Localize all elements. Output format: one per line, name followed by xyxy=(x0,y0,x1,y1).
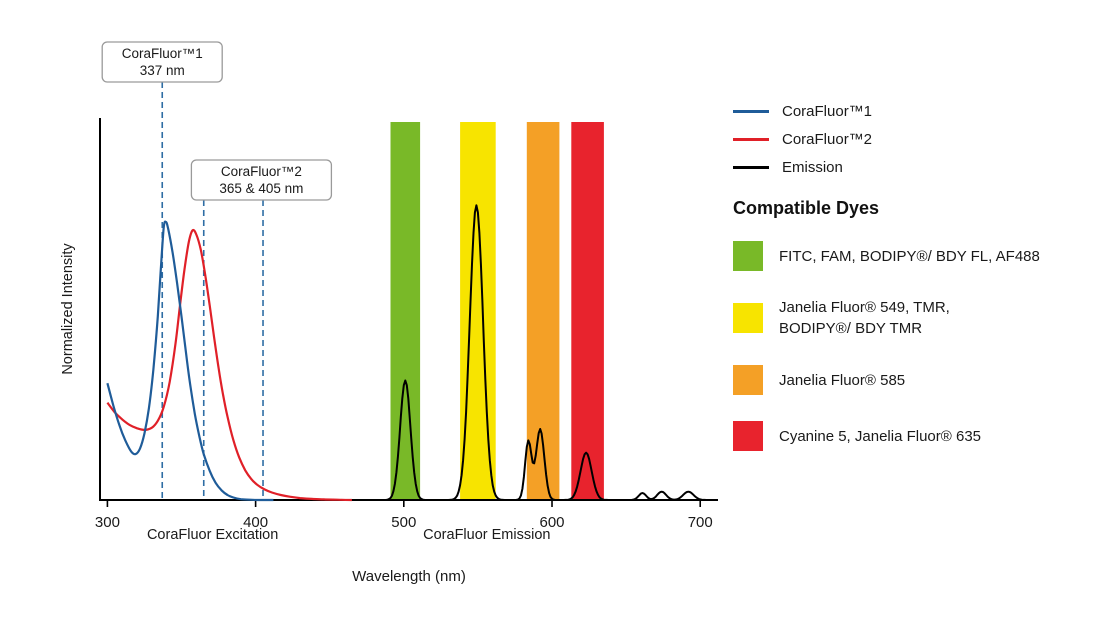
legend-item-corafluor1: CoraFluor™1 xyxy=(733,102,1110,120)
legend-line-red-icon xyxy=(733,137,769,141)
legend-label-corafluor2: CoraFluor™2 xyxy=(782,130,873,148)
detection-band-0 xyxy=(390,122,421,500)
legend-line-black-icon xyxy=(733,165,769,169)
dye-item-orange: Janelia Fluor® 585 xyxy=(733,365,1110,395)
dye-item-yellow: Janelia Fluor® 549, TMR, BODIPY®/ BDY TM… xyxy=(733,297,1110,339)
dye-item-green: FITC, FAM, BODIPY®/ BDY FL, AF488 xyxy=(733,241,1110,271)
callout-text: CoraFluor™2 xyxy=(221,164,302,179)
legend-item-corafluor2: CoraFluor™2 xyxy=(733,130,1110,148)
dye-label-line: Janelia Fluor® 549, TMR, xyxy=(779,299,950,316)
dye-item-red: Cyanine 5, Janelia Fluor® 635 xyxy=(733,421,1110,451)
dye-label-yellow: Janelia Fluor® 549, TMR, BODIPY®/ BDY TM… xyxy=(779,297,950,339)
compatible-dyes-title: Compatible Dyes xyxy=(733,198,880,218)
y-axis-label: Normalized Intensity xyxy=(60,243,76,375)
x-axis-label: Wavelength (nm) xyxy=(352,568,466,585)
dye-swatch-yellow xyxy=(733,303,763,333)
dye-label-green: FITC, FAM, BODIPY®/ BDY FL, AF488 xyxy=(779,246,1040,267)
chart-legend: CoraFluor™1 CoraFluor™2 Emission xyxy=(733,102,1110,176)
dye-label-orange: Janelia Fluor® 585 xyxy=(779,370,905,391)
caption-excitation: CoraFluor Excitation xyxy=(147,527,278,543)
legend-label-corafluor1: CoraFluor™1 xyxy=(782,102,873,120)
detection-band-2 xyxy=(526,122,560,500)
dye-label-line: Cyanine 5, Janelia Fluor® 635 xyxy=(779,427,982,445)
x-tick-label: 500 xyxy=(391,514,416,531)
x-tick-label: 400 xyxy=(243,514,268,531)
callout-text: CoraFluor™1 xyxy=(122,46,203,61)
legend-label-emission: Emission xyxy=(782,158,843,176)
excitation-curve-corafluor2 xyxy=(106,228,352,502)
detection-band-3 xyxy=(571,122,604,500)
side-panel: CoraFluor™1 CoraFluor™2 Emission Compati… xyxy=(733,102,1110,477)
legend-item-emission: Emission xyxy=(733,158,1110,176)
spectra-chart: 300 400 500 600 700 CoraFluor™1 337 nm CoraFluo… xyxy=(60,41,718,585)
dye-swatch-orange xyxy=(733,365,763,395)
dye-label-line: FITC, FAM, BODIPY®/ BDY FL, AF488 xyxy=(779,247,1040,265)
compatible-dyes-list: FITC, FAM, BODIPY®/ BDY FL, AF488 Janeli… xyxy=(733,241,1110,451)
callout-text: 337 nm xyxy=(140,63,185,78)
callout-text: 365 & 405 nm xyxy=(219,181,303,196)
dye-label-line: BODIPY®/ BDY TMR xyxy=(779,320,923,337)
dye-label-red: Cyanine 5, Janelia Fluor® 635 xyxy=(779,426,981,447)
legend-line-blue-icon xyxy=(733,109,769,113)
emission-curve xyxy=(380,204,715,501)
caption-emission: CoraFluor Emission xyxy=(423,527,550,543)
x-tick-label: 600 xyxy=(539,514,564,531)
detection-band-1 xyxy=(460,122,496,500)
dye-swatch-red xyxy=(733,421,763,451)
dye-swatch-green xyxy=(733,241,763,271)
x-tick-label: 700 xyxy=(688,514,713,531)
dye-label-line: Janelia Fluor® 585 xyxy=(779,371,906,389)
chart-area: 300 400 500 600 700 CoraFluor™1 337 nm CoraFluo… xyxy=(60,41,718,585)
callout-box-0 xyxy=(101,41,223,83)
excitation-curve-corafluor1 xyxy=(106,220,274,502)
callout-box-1 xyxy=(190,159,333,201)
x-tick-label: 300 xyxy=(95,514,120,531)
